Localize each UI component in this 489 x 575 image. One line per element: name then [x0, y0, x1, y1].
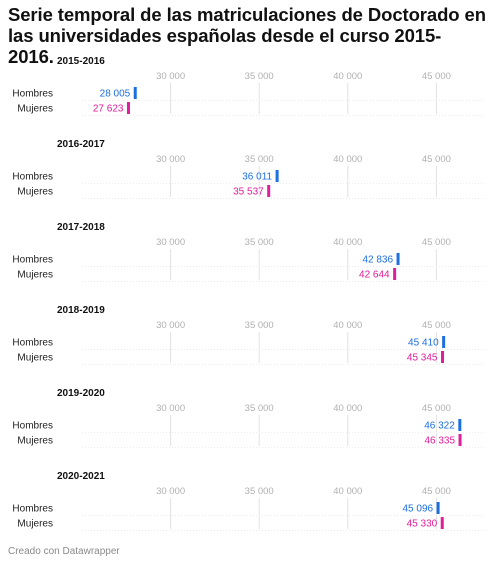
- row-label-hombres: Hombres: [12, 338, 53, 349]
- row-label-hombres: Hombres: [12, 172, 53, 183]
- value-label-mujeres: 45 330: [407, 519, 438, 530]
- row-label-hombres: Hombres: [12, 504, 53, 515]
- axis-tick-label: 45 000: [422, 71, 451, 82]
- value-marker-hombres: [442, 336, 446, 348]
- row-label-mujeres: Mujeres: [17, 519, 53, 530]
- value-marker-hombres: [133, 87, 137, 99]
- value-label-hombres: 36 011: [242, 172, 272, 183]
- panel-year-label: 2015-2016: [57, 56, 105, 67]
- row-label-mujeres: Mujeres: [17, 436, 53, 447]
- axis-tick-label: 35 000: [245, 237, 274, 248]
- value-marker-mujeres: [440, 517, 444, 529]
- axis-tick-label: 30 000: [156, 237, 185, 248]
- axis-tick-label: 40 000: [333, 320, 362, 331]
- value-marker-hombres: [396, 253, 400, 265]
- panel-year-label: 2016-2017: [57, 139, 105, 150]
- value-label-hombres: 46 322: [424, 421, 455, 432]
- axis-tick-label: 45 000: [422, 320, 451, 331]
- panel-year-label: 2017-2018: [57, 222, 105, 233]
- axis-tick-label: 40 000: [333, 403, 362, 414]
- axis-tick-label: 35 000: [245, 71, 274, 82]
- value-marker-mujeres: [440, 351, 444, 363]
- axis-tick-label: 35 000: [245, 154, 274, 165]
- value-label-hombres: 45 410: [408, 338, 439, 349]
- value-label-mujeres: 27 623: [93, 104, 124, 115]
- axis-tick-label: 30 000: [156, 320, 185, 331]
- axis-tick-label: 45 000: [422, 154, 451, 165]
- value-marker-mujeres: [126, 102, 130, 114]
- axis-tick-label: 45 000: [422, 403, 451, 414]
- panel-year-label: 2018-2019: [57, 305, 105, 316]
- axis-tick-label: 40 000: [333, 71, 362, 82]
- axis-tick-label: 35 000: [245, 486, 274, 497]
- axis-tick-label: 45 000: [422, 237, 451, 248]
- chart-title: Serie temporal de las matriculaciones de…: [8, 4, 486, 67]
- value-label-hombres: 42 836: [362, 255, 393, 266]
- value-label-mujeres: 35 537: [233, 187, 264, 198]
- axis-tick-label: 40 000: [333, 237, 362, 248]
- axis-tick-label: 45 000: [422, 486, 451, 497]
- row-label-mujeres: Mujeres: [17, 104, 53, 115]
- value-marker-mujeres: [267, 185, 271, 197]
- panel-year-label: 2019-2020: [57, 388, 105, 399]
- axis-tick-label: 40 000: [333, 486, 362, 497]
- axis-tick-label: 35 000: [245, 320, 274, 331]
- row-label-hombres: Hombres: [12, 255, 53, 266]
- value-label-mujeres: 46 335: [424, 436, 455, 447]
- axis-tick-label: 30 000: [156, 71, 185, 82]
- row-label-mujeres: Mujeres: [17, 187, 53, 198]
- axis-tick-label: 35 000: [245, 403, 274, 414]
- value-label-hombres: 45 096: [402, 504, 433, 515]
- axis-tick-label: 30 000: [156, 403, 185, 414]
- value-label-hombres: 28 005: [100, 89, 131, 100]
- value-marker-mujeres: [458, 434, 462, 446]
- footer-credit: Creado con Datawrapper: [8, 546, 120, 557]
- row-label-mujeres: Mujeres: [17, 270, 53, 281]
- axis-tick-label: 30 000: [156, 154, 185, 165]
- value-marker-hombres: [436, 502, 440, 514]
- value-marker-mujeres: [393, 268, 397, 280]
- value-label-mujeres: 42 644: [359, 270, 390, 281]
- row-label-mujeres: Mujeres: [17, 353, 53, 364]
- axis-tick-label: 40 000: [333, 154, 362, 165]
- row-label-hombres: Hombres: [12, 421, 53, 432]
- value-label-mujeres: 45 345: [407, 353, 438, 364]
- axis-tick-label: 30 000: [156, 486, 185, 497]
- value-marker-hombres: [458, 419, 462, 431]
- row-label-hombres: Hombres: [12, 89, 53, 100]
- panel-year-label: 2020-2021: [57, 471, 105, 482]
- value-marker-hombres: [275, 170, 279, 182]
